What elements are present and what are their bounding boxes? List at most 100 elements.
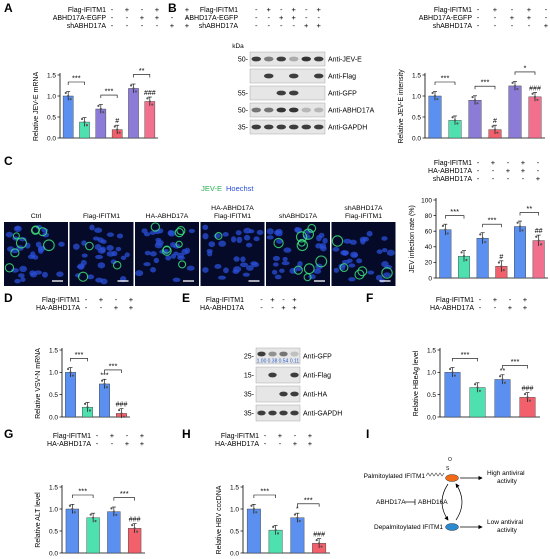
micro-nucleus <box>81 253 88 258</box>
bar-c <box>514 226 526 279</box>
condition-sign-f: - <box>479 303 482 312</box>
micro-green-signal <box>357 266 368 277</box>
blot-condition-sign-b: + <box>267 5 272 14</box>
y-tick-label-g: 1.0 <box>49 506 58 513</box>
condition-label-c: shABHD17A <box>433 176 473 183</box>
significance-bracket-d <box>104 369 122 373</box>
blot-condition-sign-b: - <box>255 21 258 30</box>
chart-g: Flag-IFITM1- + - +HA-ABHD17A - - + +0.00.51.01.… <box>35 431 145 557</box>
micro-nucleus <box>240 256 246 263</box>
significance-bracket-g <box>72 494 94 498</box>
significance-label-h: *** <box>304 495 313 504</box>
bar-g <box>65 508 80 554</box>
antibody-label-e: Anti-HA <box>303 392 327 399</box>
data-point-h <box>320 545 323 548</box>
blot-condition-sign-b: - <box>268 13 271 22</box>
bar-f <box>444 372 461 418</box>
data-point-h <box>252 507 255 511</box>
data-point-c <box>462 255 466 258</box>
condition-sign-a: + <box>140 13 145 22</box>
micro-label: HA-ABHD17A <box>211 205 254 212</box>
micro-legend-green: JEV-E <box>201 184 222 193</box>
micro-nucleus <box>333 267 339 273</box>
data-point-g <box>92 516 95 519</box>
micro-nucleus <box>366 230 373 237</box>
band-quant-e: 0.11 <box>290 359 300 365</box>
micro-nucleus <box>81 240 87 246</box>
blot-strip-b <box>249 85 326 101</box>
data-point-c <box>479 233 482 236</box>
blot-band-b <box>264 107 274 113</box>
data-point-h <box>318 542 321 545</box>
condition-sign-c: + <box>506 166 511 175</box>
blot-strip-b <box>249 119 326 135</box>
data-point-h <box>274 529 277 532</box>
y-tick-label-c: 0 <box>428 275 432 282</box>
micro-label: Flag-IFITM1 <box>345 213 382 220</box>
data-point-d <box>101 379 104 382</box>
micro-green-signal <box>43 239 55 252</box>
data-point-c <box>500 265 503 268</box>
significance-label-c: *** <box>450 207 459 216</box>
micro-nucleus <box>218 240 227 247</box>
condition-sign-a: - <box>126 13 129 22</box>
data-point-b <box>511 81 514 84</box>
blot-condition-sign-b: - <box>268 21 271 30</box>
significance-mark-h: * <box>296 506 299 513</box>
y-tick-label-f: 1.0 <box>427 370 436 377</box>
micro-nucleus <box>143 262 151 267</box>
condition-sign-g: + <box>140 431 145 440</box>
data-point-c <box>446 232 449 235</box>
micro-green-signal <box>297 238 306 247</box>
significance-mark-g: ### <box>129 517 141 524</box>
bar-b <box>428 95 442 139</box>
micro-nucleus <box>313 268 322 274</box>
blot-strip-e <box>255 347 301 365</box>
blot-band-b <box>289 56 299 62</box>
condition-sign-b: + <box>527 13 532 22</box>
data-point-a <box>151 103 154 106</box>
micro-nucleus <box>124 252 130 258</box>
data-point-b <box>531 92 534 95</box>
y-axis-label-f: Relative HBeAg level <box>413 350 420 416</box>
y-axis-label-g: Relative ALT level <box>35 492 42 548</box>
micro-green-signal <box>302 228 315 240</box>
blot-band-e <box>290 372 299 378</box>
data-point-b <box>431 91 434 95</box>
significance-label-b: * <box>524 63 527 72</box>
y-tick-label-a: 0.0 <box>47 135 56 142</box>
condition-sign-b: + <box>493 5 498 14</box>
micro-nucleus <box>155 240 164 246</box>
mw-marker-e: 15- <box>244 373 255 380</box>
blot-condition-sign-e: - <box>282 295 285 304</box>
panel-letter-d: D <box>4 291 13 305</box>
blot-condition-label-e: HA-ABHD17A <box>200 305 244 312</box>
micro-nucleus <box>207 251 213 257</box>
micro-nucleus <box>281 261 290 266</box>
blot-condition-sign-e: + <box>292 295 297 304</box>
micro-nucleus <box>100 239 107 244</box>
bar-c <box>439 229 452 279</box>
blot-strip-b <box>249 51 326 67</box>
mw-marker-b: 55- <box>238 91 249 98</box>
micro-nucleus <box>214 263 222 269</box>
condition-sign-b: + <box>527 5 532 14</box>
condition-sign-b: - <box>494 13 497 22</box>
blot-condition-sign-e: + <box>281 303 286 312</box>
blot-band-b <box>264 124 274 130</box>
blot-condition-label-b: ABHD17A-EGFP <box>185 15 239 22</box>
micro-nucleus <box>56 271 64 277</box>
condition-sign-a: - <box>126 21 129 30</box>
y-tick-label-f: 0.0 <box>427 414 436 421</box>
condition-sign-c: - <box>537 166 540 175</box>
condition-sign-b: - <box>477 13 480 22</box>
micro-nucleus <box>87 274 95 280</box>
micro-nucleus <box>120 255 127 261</box>
condition-sign-b: - <box>494 21 497 30</box>
blot-band-e <box>268 372 277 378</box>
data-point-g <box>133 527 136 530</box>
micro-green-signal <box>307 223 317 233</box>
data-point-b <box>516 87 519 91</box>
condition-sign-h: - <box>264 431 267 440</box>
micro-nucleus <box>343 238 352 244</box>
